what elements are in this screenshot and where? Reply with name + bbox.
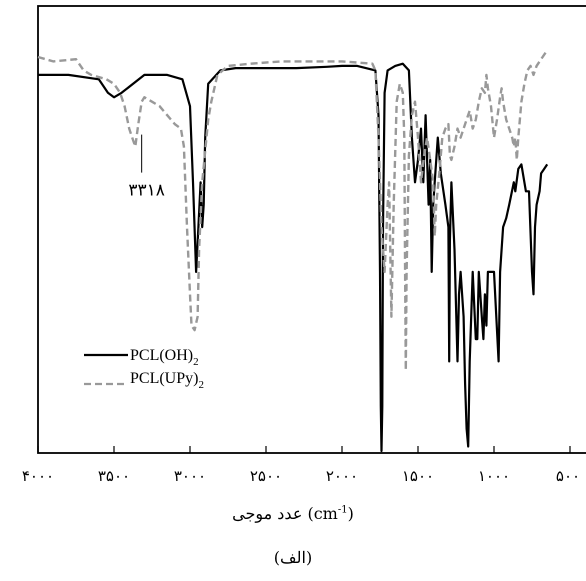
x-tick-label: ۲۰۰۰	[326, 467, 358, 485]
series-layer	[37, 51, 549, 453]
series-line-pcl-oh2	[38, 62, 549, 453]
x-tick-label: ۴۰۰۰	[22, 467, 54, 485]
annotation-label: ۳۳۱۸	[128, 181, 165, 201]
annotation: ۳۳۱۸	[128, 134, 165, 201]
x-tick-label: ۱۰۰۰	[478, 467, 510, 485]
x-axis-ticks: ۴۰۰۰ ۳۵۰۰ ۳۰۰۰ ۲۵۰۰ ۲۰۰۰ ۱۵۰۰ ۱۰۰۰ ۵۰۰	[22, 446, 580, 485]
x-axis-label-unit: (cm-1)	[307, 504, 354, 523]
x-tick-label: ۳۰۰۰	[174, 467, 206, 485]
plot-frame	[37, 5, 586, 454]
legend-entry-pcl-oh2: PCL(OH)2	[130, 347, 199, 368]
figure-caption: (الف)	[273, 548, 313, 567]
x-axis-label: عدد موجی (cm-1)	[0, 504, 586, 523]
x-axis-label-text: عدد موجی	[232, 504, 303, 523]
series-line-pcl-upy2	[37, 51, 548, 372]
x-tick-label: ۲۵۰۰	[250, 467, 282, 485]
x-tick-label: ۵۰۰	[556, 467, 580, 485]
legend: PCL(OH)2 PCL(UPy)2	[84, 347, 204, 391]
legend-entry-pcl-upy2: PCL(UPy)2	[130, 370, 204, 391]
x-tick-label: ۳۵۰۰	[98, 467, 130, 485]
x-tick-label: ۱۵۰۰	[402, 467, 434, 485]
